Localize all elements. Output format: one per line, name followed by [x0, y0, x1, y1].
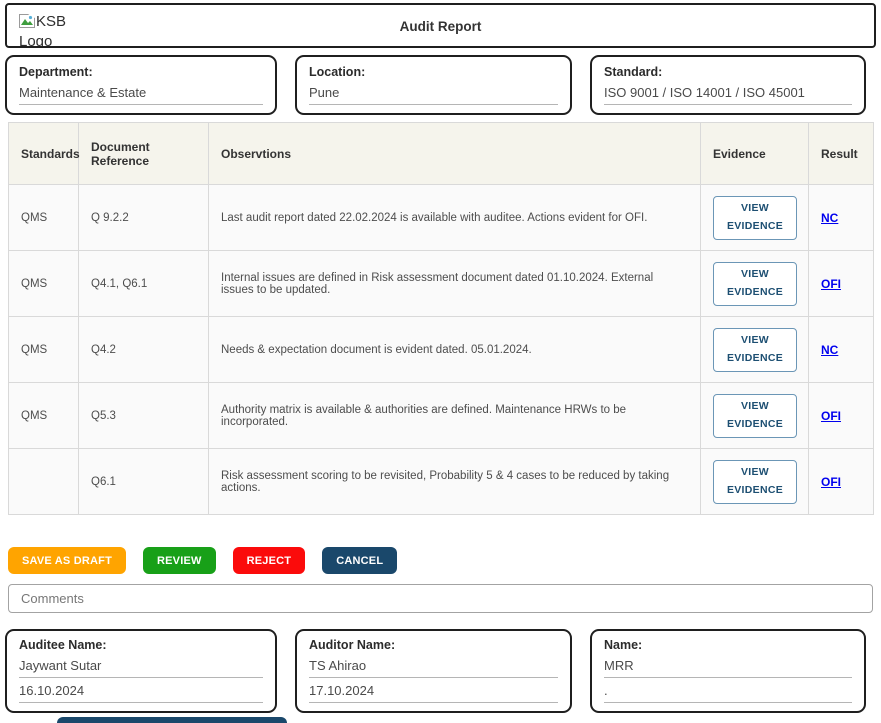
- auditor-name-name-input[interactable]: [309, 657, 558, 678]
- page-title: Audit Report: [399, 19, 482, 34]
- result-link[interactable]: OFI: [821, 408, 841, 423]
- evidence-cell: VIEW EVIDENCE: [700, 316, 809, 383]
- col-header-observations: Observtions: [208, 122, 701, 185]
- standard-cell: QMS: [8, 184, 79, 251]
- department-box: Department:: [5, 55, 277, 115]
- table-row: QMS Q5.3 Authority matrix is available &…: [8, 382, 874, 449]
- signature-fields: Auditee Name: Auditor Name: Name:: [5, 629, 876, 713]
- view-evidence-button[interactable]: VIEW EVIDENCE: [713, 327, 797, 372]
- standard-cell: QMS: [8, 316, 79, 383]
- table-row: Q6.1 Risk assessment scoring to be revis…: [8, 448, 874, 515]
- col-header-standards: Standards: [8, 122, 80, 185]
- field-label: Standard:: [604, 65, 663, 79]
- doc-reference-cell: Q4.2: [78, 316, 209, 383]
- standard-box: Standard:: [590, 55, 866, 115]
- signature-label: Auditor Name:: [309, 638, 396, 652]
- review-button[interactable]: REVIEW: [143, 547, 216, 574]
- save-as-draft-button[interactable]: SAVE AS DRAFT: [8, 547, 126, 574]
- audit-observations-table: Standards Document Reference Observtions…: [8, 122, 874, 515]
- comments-input[interactable]: [8, 584, 873, 613]
- observation-cell: Risk assessment scoring to be revisited,…: [208, 448, 701, 515]
- result-cell: NC: [808, 184, 874, 251]
- table-row: QMS Q4.2 Needs & expectation document is…: [8, 316, 874, 383]
- observation-cell: Authority matrix is available & authorit…: [208, 382, 701, 449]
- view-evidence-button[interactable]: VIEW EVIDENCE: [713, 393, 797, 438]
- table-header-row: Standards Document Reference Observtions…: [8, 122, 874, 185]
- name-box: Name:: [590, 629, 866, 713]
- auditee-name-box: Auditee Name:: [5, 629, 277, 713]
- name-name-input[interactable]: [604, 657, 852, 678]
- standard-input[interactable]: [604, 84, 852, 105]
- action-buttons: SAVE AS DRAFT REVIEW REJECT CANCEL: [8, 547, 881, 574]
- logo-alt-text: KSB Logo: [19, 13, 67, 48]
- evidence-cell: VIEW EVIDENCE: [700, 184, 809, 251]
- signature-label: Auditee Name:: [19, 638, 107, 652]
- field-label: Location:: [309, 65, 366, 79]
- report-header: KSB Logo Audit Report: [5, 3, 876, 48]
- auditor-name-date-input[interactable]: [309, 682, 558, 703]
- standard-cell: QMS: [8, 382, 79, 449]
- result-cell: OFI: [808, 250, 874, 317]
- field-label: Department:: [19, 65, 93, 79]
- doc-reference-cell: Q4.1, Q6.1: [78, 250, 209, 317]
- evidence-cell: VIEW EVIDENCE: [700, 250, 809, 317]
- table-row: QMS Q4.1, Q6.1 Internal issues are defin…: [8, 250, 874, 317]
- auditee-name-name-input[interactable]: [19, 657, 263, 678]
- company-logo-broken: KSB Logo: [19, 12, 73, 48]
- result-link[interactable]: NC: [821, 210, 839, 225]
- name-date-input[interactable]: [604, 682, 852, 703]
- evidence-cell: VIEW EVIDENCE: [700, 382, 809, 449]
- result-link[interactable]: NC: [821, 342, 839, 357]
- result-cell: OFI: [808, 448, 874, 515]
- col-header-document-reference: Document Reference: [78, 122, 209, 185]
- view-evidence-button[interactable]: VIEW EVIDENCE: [713, 261, 797, 306]
- result-cell: OFI: [808, 382, 874, 449]
- doc-reference-cell: Q 9.2.2: [78, 184, 209, 251]
- standard-cell: [8, 448, 79, 515]
- cancel-button[interactable]: CANCEL: [322, 547, 398, 574]
- department-input[interactable]: [19, 84, 263, 105]
- result-link[interactable]: OFI: [821, 474, 841, 489]
- doc-reference-cell: Q5.3: [78, 382, 209, 449]
- location-box: Location:: [295, 55, 572, 115]
- evidence-cell: VIEW EVIDENCE: [700, 448, 809, 515]
- signature-label: Name:: [604, 638, 643, 652]
- partially-visible-bottom-button[interactable]: [57, 717, 287, 723]
- table-row: QMS Q 9.2.2 Last audit report dated 22.0…: [8, 184, 874, 251]
- auditor-name-box: Auditor Name:: [295, 629, 572, 713]
- view-evidence-button[interactable]: VIEW EVIDENCE: [713, 459, 797, 504]
- view-evidence-button[interactable]: VIEW EVIDENCE: [713, 195, 797, 240]
- broken-image-icon: [19, 14, 35, 28]
- result-cell: NC: [808, 316, 874, 383]
- observation-cell: Needs & expectation document is evident …: [208, 316, 701, 383]
- header-fields: Department: Location: Standard:: [5, 55, 876, 115]
- location-input[interactable]: [309, 84, 558, 105]
- auditee-name-date-input[interactable]: [19, 682, 263, 703]
- doc-reference-cell: Q6.1: [78, 448, 209, 515]
- standard-cell: QMS: [8, 250, 79, 317]
- observation-cell: Internal issues are defined in Risk asse…: [208, 250, 701, 317]
- col-header-result: Result: [808, 122, 874, 185]
- col-header-evidence: Evidence: [700, 122, 809, 185]
- result-link[interactable]: OFI: [821, 276, 841, 291]
- reject-button[interactable]: REJECT: [232, 547, 306, 574]
- observation-cell: Last audit report dated 22.02.2024 is av…: [208, 184, 701, 251]
